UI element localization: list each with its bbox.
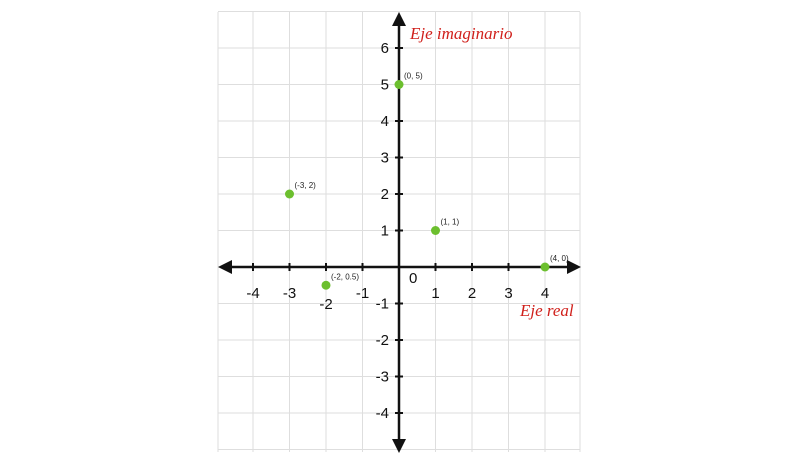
x-tick-label: -4 (246, 285, 259, 302)
y-axis-title: Eje imaginario (409, 24, 512, 43)
data-point (394, 80, 404, 89)
data-point-label: (-2, 0.5) (331, 272, 359, 281)
x-tick-label: 3 (504, 285, 512, 302)
data-point (321, 280, 331, 290)
tick-labels: -4 -3 -2 -1 1 2 3 4 6 5 4 3 2 1 -1 -2 -3 -4 (246, 40, 549, 422)
y-tick-label: -4 (376, 405, 389, 422)
y-axis-arrow-up (392, 12, 406, 26)
origin-label: 0 (409, 270, 417, 287)
y-tick-label: 6 (381, 40, 389, 57)
y-tick-label: -2 (376, 332, 389, 349)
x-axis-arrow-right (567, 260, 581, 274)
x-tick-label: 2 (468, 285, 476, 302)
y-axis-arrow-down (392, 439, 406, 453)
y-tick-label: -1 (376, 296, 389, 313)
x-tick-label: -1 (356, 285, 369, 302)
data-point-label: (0, 5) (404, 72, 423, 81)
y-tick-label: 5 (381, 77, 389, 94)
data-point (431, 226, 440, 235)
x-axis-arrow-left (218, 260, 232, 274)
axes (218, 12, 581, 453)
data-point-label: (1, 1) (441, 218, 460, 227)
data-point-label: (4, 0) (550, 254, 569, 263)
y-tick-label: 1 (381, 223, 389, 240)
x-tick-label: 1 (431, 285, 439, 302)
x-tick-label: -2 (319, 296, 332, 313)
data-point (285, 189, 294, 199)
x-tick-label: 4 (541, 285, 549, 302)
x-tick-label: -3 (283, 285, 296, 302)
x-axis-title: Eje real (519, 301, 574, 320)
y-tick-label: 3 (381, 150, 389, 167)
y-tick-label: 2 (381, 186, 389, 203)
data-point (540, 262, 550, 272)
y-tick-label: 4 (381, 113, 389, 130)
data-point-label: (-3, 2) (295, 181, 317, 190)
y-tick-label: -3 (376, 369, 389, 386)
data-points: (0, 5) (-3, 2) (1, 1) (4, 0) (-2, 0.5) (285, 72, 569, 290)
